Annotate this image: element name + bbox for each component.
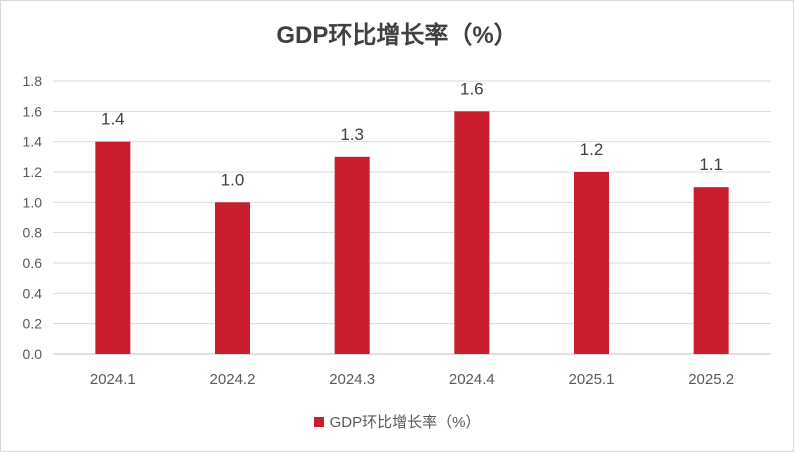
legend-swatch-icon	[313, 416, 324, 427]
x-tick-label: 2024.3	[329, 371, 375, 388]
data-label: 1.4	[101, 110, 125, 129]
y-tick-label: 1.2	[23, 164, 43, 180]
y-tick-label: 0.2	[23, 316, 43, 332]
x-tick-label: 2024.4	[449, 371, 495, 388]
bar	[693, 187, 729, 354]
legend[interactable]: GDP环比增长率（%）	[1, 411, 793, 432]
y-tick-label: 1.0	[23, 194, 43, 210]
y-tick-label: 0.4	[23, 285, 43, 301]
y-tick-label: 1.4	[23, 134, 43, 150]
y-tick-label: 1.6	[23, 103, 43, 119]
legend-label: GDP环比增长率（%）	[329, 414, 481, 431]
x-tick-label: 2024.2	[210, 371, 256, 388]
chart-title: GDP环比增长率（%）	[276, 22, 518, 49]
x-tick-label: 2025.1	[569, 371, 615, 388]
bar	[334, 156, 370, 354]
y-tick-label: 1.8	[23, 73, 43, 89]
bar	[574, 172, 609, 354]
bar	[215, 202, 250, 354]
data-label: 1.1	[699, 155, 723, 174]
y-tick-label: 0.0	[23, 346, 43, 362]
data-label: 1.6	[460, 79, 484, 98]
data-label: 1.2	[580, 140, 604, 159]
data-label: 1.0	[221, 170, 245, 189]
x-tick-label: 2024.1	[90, 371, 136, 388]
x-tick-label: 2025.2	[688, 371, 734, 388]
data-label: 1.3	[340, 125, 364, 144]
y-tick-label: 0.8	[23, 225, 43, 241]
y-tick-label: 0.6	[23, 255, 43, 271]
bar	[95, 141, 131, 354]
bar	[454, 111, 490, 354]
